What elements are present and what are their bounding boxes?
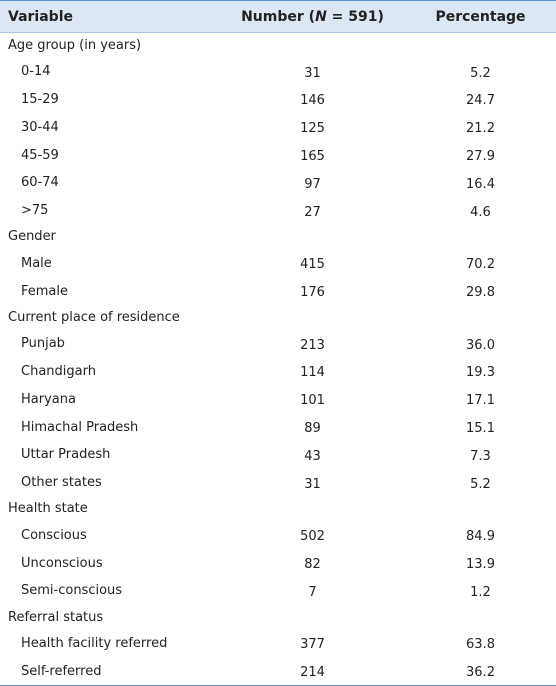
row-label: Punjab	[21, 336, 65, 352]
row-number: 27	[304, 204, 321, 220]
row-number: 125	[300, 121, 325, 137]
data-row: 30-44 125 21.2	[0, 113, 556, 141]
row-percentage: 19.3	[466, 365, 495, 381]
row-percentage: 7.3	[470, 448, 491, 464]
row-label: Other states	[21, 475, 102, 491]
row-percentage: 70.2	[466, 257, 495, 273]
row-number: 214	[300, 665, 325, 681]
row-number: 101	[300, 393, 325, 409]
data-row: 45-59 165 27.9	[0, 141, 556, 169]
data-row: Health facility referred 377 63.8	[0, 630, 556, 658]
row-label: Male	[21, 255, 52, 271]
section-row: Age group (in years)	[0, 33, 556, 58]
row-number: 213	[300, 337, 325, 353]
row-label: Semi-conscious	[21, 583, 123, 599]
row-label: 45-59	[21, 147, 59, 163]
section-title: Current place of residence	[8, 309, 180, 325]
table-header: Variable Number (N = 591) Percentage	[0, 0, 556, 33]
header-variable: Variable	[0, 0, 220, 33]
row-percentage: 24.7	[466, 93, 495, 109]
table-body: Age group (in years) 0-14 31 5.2 15-29 146 24.…	[0, 33, 556, 686]
section-title: Referral status	[8, 609, 104, 625]
row-label: Self-referred	[21, 663, 102, 679]
row-number: 176	[300, 285, 325, 301]
section-row: Gender	[0, 225, 556, 250]
row-number: 31	[304, 65, 321, 81]
data-row: 0-14 31 5.2	[0, 58, 556, 86]
data-row: Female 176 29.8	[0, 277, 556, 305]
row-number: 415	[300, 257, 325, 273]
row-number: 114	[300, 365, 325, 381]
row-percentage: 1.2	[470, 584, 491, 600]
header-italic: N	[315, 8, 327, 25]
data-row: Conscious 502 84.9	[0, 521, 556, 549]
row-percentage: 36.2	[466, 665, 495, 681]
row-percentage: 15.1	[466, 421, 495, 437]
row-label: 30-44	[21, 119, 59, 135]
header-percentage: Percentage	[405, 0, 556, 33]
row-percentage: 29.8	[466, 285, 495, 301]
row-label: Unconscious	[21, 555, 103, 571]
data-row: 60-74 97 16.4	[0, 169, 556, 197]
data-row: Himachal Pradesh 89 15.1	[0, 413, 556, 441]
data-row: Other states 31 5.2	[0, 469, 556, 497]
header-text: = 591)	[326, 8, 384, 25]
row-percentage: 13.9	[466, 557, 495, 573]
header-row: Variable Number (N = 591) Percentage	[0, 0, 556, 33]
row-label: Himachal Pradesh	[21, 419, 139, 435]
header-text: Number (	[241, 8, 316, 25]
row-number: 97	[304, 176, 321, 192]
row-percentage: 36.0	[466, 337, 495, 353]
row-number: 43	[304, 448, 321, 464]
row-label: Haryana	[21, 391, 76, 407]
row-number: 31	[304, 476, 321, 492]
section-row: Current place of residence	[0, 305, 556, 330]
row-percentage: 5.2	[470, 476, 491, 492]
row-percentage: 21.2	[466, 121, 495, 137]
header-number: Number (N = 591)	[220, 0, 405, 33]
section-row: Health state	[0, 497, 556, 522]
data-row: >75 27 4.6	[0, 197, 556, 225]
row-percentage: 17.1	[466, 393, 495, 409]
row-label: Chandigarh	[21, 363, 96, 379]
row-percentage: 16.4	[466, 176, 495, 192]
row-label: Female	[21, 283, 69, 299]
section-title: Health state	[8, 501, 88, 517]
row-label: Uttar Pradesh	[21, 447, 111, 463]
section-title: Gender	[8, 229, 56, 245]
section-row: Referral status	[0, 605, 556, 630]
row-number: 502	[300, 529, 325, 545]
row-percentage: 5.2	[470, 65, 491, 81]
data-row: Chandigarh 114 19.3	[0, 358, 556, 386]
data-row: Unconscious 82 13.9	[0, 549, 556, 577]
row-label: Health facility referred	[21, 635, 168, 651]
row-number: 82	[304, 557, 321, 573]
row-number: 377	[300, 637, 325, 653]
row-number: 89	[304, 421, 321, 437]
row-label: Conscious	[21, 527, 87, 543]
data-row: Semi-conscious 7 1.2	[0, 577, 556, 605]
row-label: >75	[21, 203, 49, 219]
data-row: Punjab 213 36.0	[0, 330, 556, 358]
row-percentage: 84.9	[466, 529, 495, 545]
row-label: 60-74	[21, 175, 59, 191]
row-number: 7	[308, 584, 317, 600]
row-label: 0-14	[21, 64, 51, 80]
row-percentage: 4.6	[470, 204, 491, 220]
data-row: Male 415 70.2	[0, 249, 556, 277]
data-row: 15-29 146 24.7	[0, 86, 556, 114]
data-row: Haryana 101 17.1	[0, 385, 556, 413]
row-percentage: 27.9	[466, 149, 495, 165]
data-row: Uttar Pradesh 43 7.3	[0, 441, 556, 469]
row-number: 146	[300, 93, 325, 109]
row-percentage: 63.8	[466, 637, 495, 653]
row-number: 165	[300, 149, 325, 165]
section-title: Age group (in years)	[8, 37, 142, 53]
row-label: 15-29	[21, 91, 59, 107]
data-row: Self-referred 214 36.2	[0, 657, 556, 685]
